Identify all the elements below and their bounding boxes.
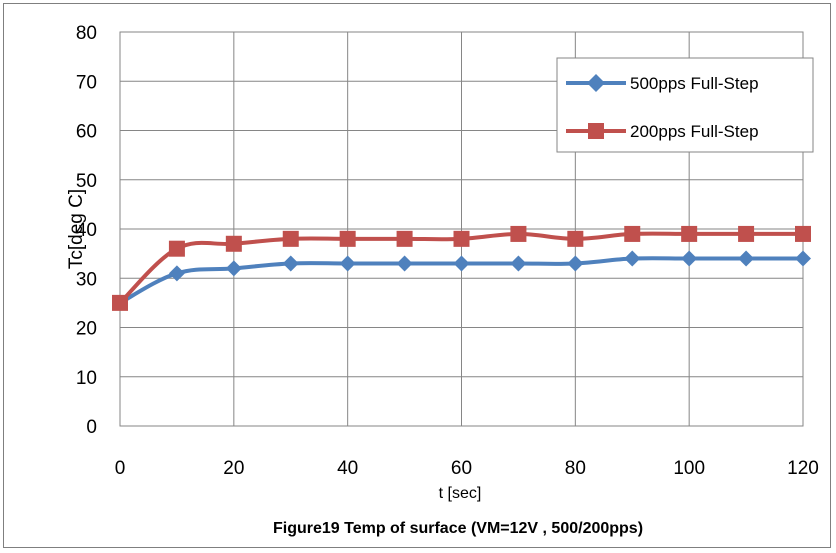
data-point-200pps bbox=[510, 225, 527, 242]
data-point-200pps bbox=[396, 230, 413, 247]
y-tick-label: 40 bbox=[76, 220, 97, 241]
data-point-200pps bbox=[567, 230, 584, 247]
data-point-500pps bbox=[738, 250, 755, 267]
data-point-200pps bbox=[624, 225, 641, 242]
legend: 500pps Full-Step 200pps Full-Step bbox=[556, 57, 814, 153]
data-point-500pps bbox=[795, 250, 811, 267]
y-tick-label: 70 bbox=[76, 72, 97, 93]
y-tick-label: 50 bbox=[76, 171, 97, 192]
data-point-200pps bbox=[225, 235, 242, 252]
y-tick-labels: 0 10 20 30 40 50 60 70 80 bbox=[76, 23, 97, 438]
data-point-500pps bbox=[681, 250, 698, 267]
y-tick-label: 20 bbox=[76, 319, 97, 340]
data-point-200pps bbox=[795, 225, 811, 242]
x-tick-label: 80 bbox=[565, 458, 586, 479]
x-tick-label: 40 bbox=[337, 458, 358, 479]
data-point-500pps bbox=[282, 255, 299, 272]
data-point-200pps bbox=[453, 230, 470, 247]
y-tick-label: 10 bbox=[76, 368, 97, 389]
x-tick-label: 60 bbox=[451, 458, 472, 479]
data-point-200pps bbox=[681, 225, 698, 242]
data-point-500pps bbox=[168, 265, 185, 282]
legend-label-500pps: 500pps Full-Step bbox=[630, 74, 759, 93]
y-tick-label: 80 bbox=[76, 23, 97, 44]
y-tick-label: 30 bbox=[76, 269, 97, 290]
data-point-200pps bbox=[339, 230, 356, 247]
data-point-500pps bbox=[339, 255, 356, 272]
legend-entry-500pps: 500pps Full-Step bbox=[566, 74, 759, 93]
data-point-200pps bbox=[282, 230, 299, 247]
data-point-500pps bbox=[510, 255, 527, 272]
chart-caption: Figure19 Temp of surface (VM=12V , 500/2… bbox=[273, 520, 643, 537]
legend-marker-200pps bbox=[588, 123, 604, 139]
x-tick-label: 100 bbox=[673, 458, 705, 479]
legend-marker-500pps bbox=[587, 74, 605, 92]
data-point-200pps bbox=[738, 225, 755, 242]
x-tick-labels: 0 20 40 60 80 100 120 bbox=[115, 458, 819, 479]
x-axis-label: t [sec] bbox=[439, 485, 482, 502]
data-point-500pps bbox=[453, 255, 470, 272]
x-tick-label: 0 bbox=[115, 458, 126, 479]
data-point-200pps bbox=[112, 294, 128, 311]
series-markers bbox=[112, 225, 811, 311]
x-tick-label: 120 bbox=[787, 458, 819, 479]
y-tick-label: 60 bbox=[76, 122, 97, 143]
data-point-500pps bbox=[225, 260, 242, 277]
data-point-500pps bbox=[567, 255, 584, 272]
y-tick-label: 0 bbox=[86, 417, 97, 438]
legend-label-200pps: 200pps Full-Step bbox=[630, 122, 759, 141]
data-point-500pps bbox=[624, 250, 641, 267]
y-axis-label: Tc[deg C] bbox=[66, 189, 87, 269]
data-point-200pps bbox=[168, 240, 185, 257]
legend-entry-200pps: 200pps Full-Step bbox=[566, 122, 759, 141]
x-tick-label: 20 bbox=[223, 458, 244, 479]
data-point-500pps bbox=[396, 255, 413, 272]
